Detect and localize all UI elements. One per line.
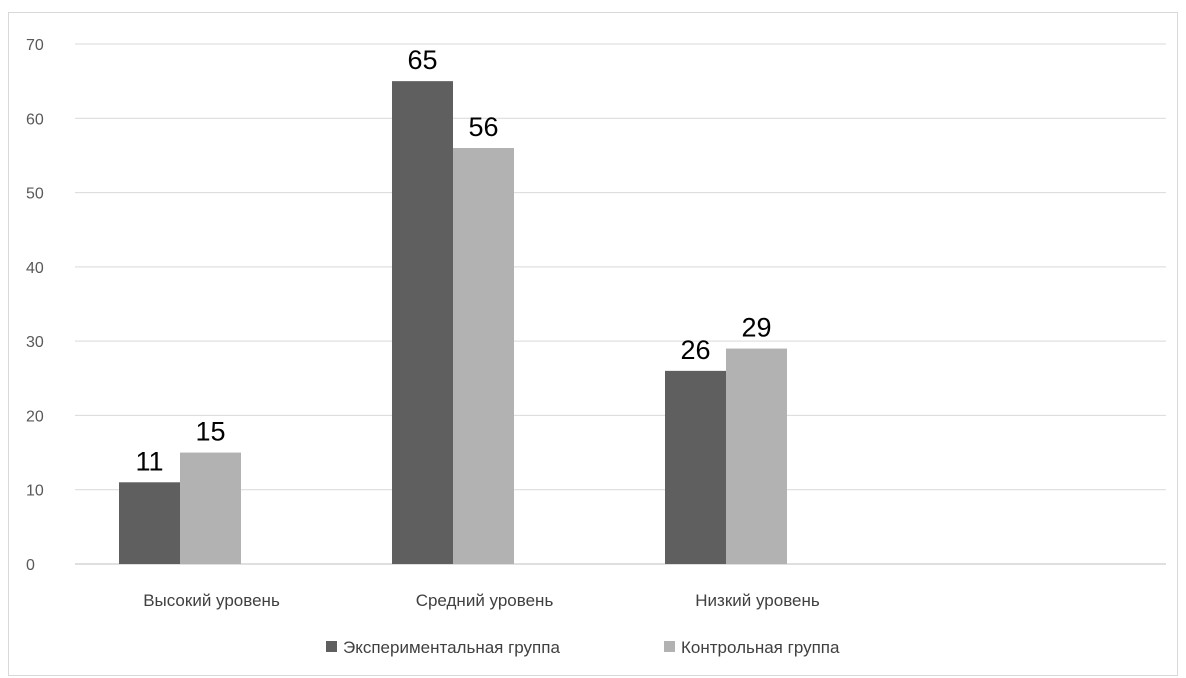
data-label: 15 [195, 417, 225, 447]
data-labels: 11 15 65 56 26 29 [135, 45, 771, 476]
category-label: Средний уровень [416, 591, 554, 610]
legend-swatch-0 [326, 641, 337, 652]
category-label: Низкий уровень [695, 591, 820, 610]
y-tick-label: 50 [26, 186, 44, 203]
legend-label: Контрольная группа [681, 638, 840, 657]
bar-control-2 [726, 348, 787, 564]
bar-experimental-1 [392, 81, 453, 565]
bar-experimental-2 [665, 370, 726, 564]
category-label: Высокий уровень [143, 591, 280, 610]
legend-swatch-1 [664, 641, 675, 652]
y-tick-label: 70 [26, 37, 44, 54]
legend-label: Экспериментальная группа [343, 638, 560, 657]
bar-control-0 [180, 452, 241, 564]
x-axis-categories: Высокий уровень Средний уровень Низкий уро… [143, 591, 820, 610]
data-label: 26 [680, 335, 710, 365]
bar-experimental-0 [119, 482, 180, 564]
y-tick-label: 10 [26, 483, 44, 500]
y-tick-label: 60 [26, 111, 44, 128]
data-label: 65 [407, 45, 437, 75]
gridlines [75, 43, 1166, 565]
bars [119, 81, 787, 565]
legend: Экспериментальная группа Контрольная груп… [326, 638, 840, 657]
y-tick-label: 0 [26, 557, 35, 574]
y-tick-label: 20 [26, 408, 44, 425]
y-tick-label: 40 [26, 260, 44, 277]
y-axis-ticks: 0 10 20 30 40 50 60 70 [26, 37, 44, 574]
data-label: 29 [741, 313, 771, 343]
data-label: 11 [135, 446, 163, 476]
chart-frame [8, 12, 1178, 676]
data-label: 56 [468, 112, 498, 142]
y-tick-label: 30 [26, 334, 44, 351]
bar-control-1 [453, 148, 514, 564]
